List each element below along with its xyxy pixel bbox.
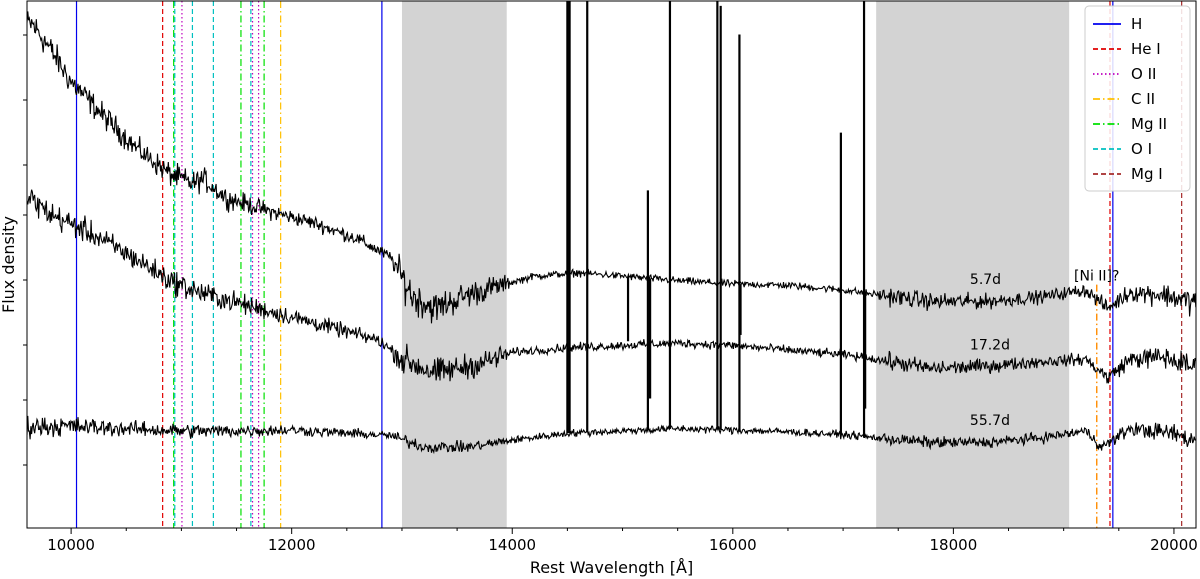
telluric-bands [401, 1, 1070, 528]
legend-entry: H [1131, 15, 1142, 33]
legend-entry: Mg I [1131, 165, 1163, 183]
x-axis: 10000 12000 14000 16000 18000 20000 [23, 34, 1198, 554]
legend-entry: He I [1131, 40, 1161, 58]
x-tick-label: 10000 [47, 536, 95, 554]
legend-entry: O I [1131, 140, 1152, 158]
legend-entry: Mg II [1131, 115, 1167, 133]
spectrum-annotations: 5.7d 17.2d 55.7d [Ni II]? [970, 269, 1120, 429]
spectrum-line [27, 189, 1196, 384]
epoch-label: 17.2d [970, 337, 1010, 353]
x-axis-label: Rest Wavelength [Å] [530, 558, 693, 577]
line-annotation: [Ni II]? [1074, 269, 1119, 285]
x-tick-label: 14000 [488, 536, 536, 554]
spectrum-line [27, 11, 1196, 324]
epoch-label: 55.7d [970, 413, 1010, 429]
x-tick-label: 18000 [930, 536, 978, 554]
legend-entry: O II [1131, 65, 1156, 83]
legend: H He I O II C II Mg II O I Mg I [1084, 5, 1191, 192]
sky-line-spikes [566, 1, 867, 437]
legend-box [1084, 5, 1191, 192]
spectrum-line [27, 415, 1196, 455]
y-axis-label: Flux density [0, 216, 18, 313]
line-identification-markers [75, 1, 1183, 528]
x-tick-label: 20000 [1150, 536, 1198, 554]
epoch-label: 5.7d [970, 272, 1001, 288]
spectra-series [27, 11, 1196, 455]
x-tick-label: 12000 [268, 536, 316, 554]
x-tick-label: 16000 [709, 536, 757, 554]
plot-frame [26, 0, 1197, 529]
legend-entry: C II [1131, 90, 1155, 108]
telluric-band [876, 1, 1070, 528]
